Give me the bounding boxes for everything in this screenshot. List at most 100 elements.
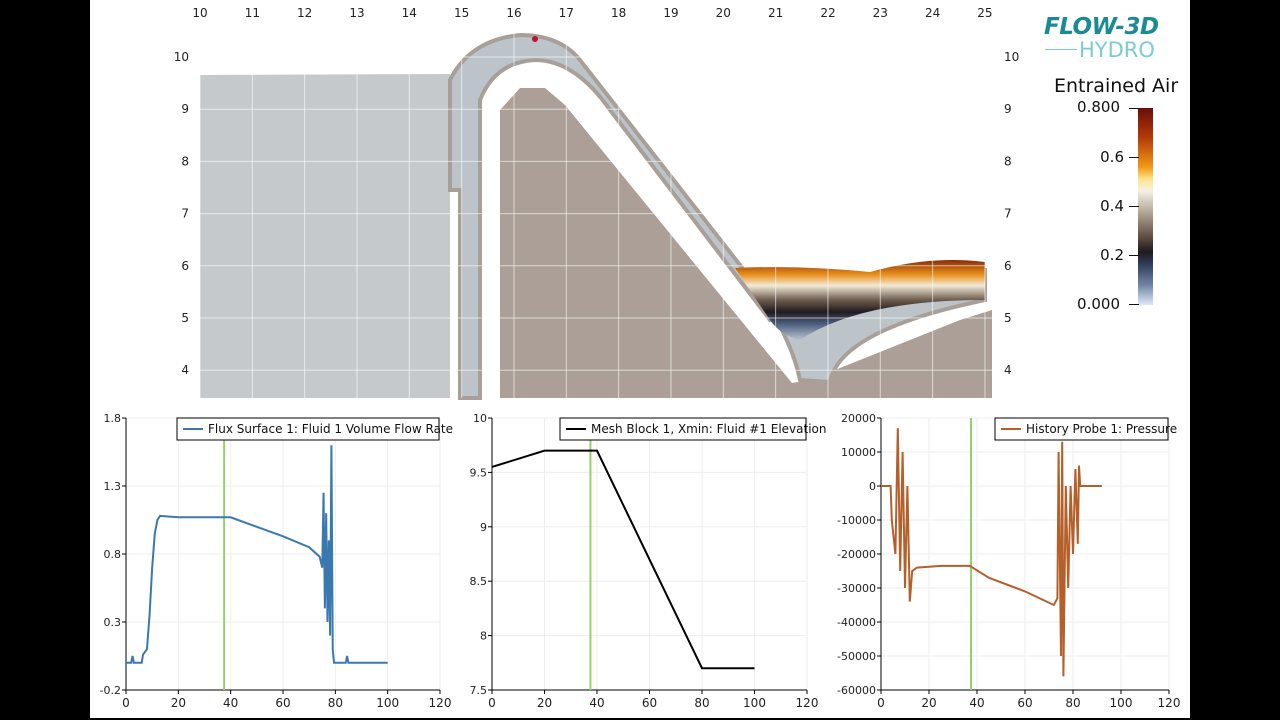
series-line <box>491 449 755 670</box>
y-tick-label: -10000 <box>837 514 876 527</box>
chart-1: 0 20 40 60 80 100 120 -0.2 0.3 0.8 1.3 1.8 Flux Surf… <box>100 412 453 710</box>
chart-3: 0 20 40 60 80 100 120 -60000 -50000 -40000 -30000 -… <box>837 412 1180 710</box>
x-tick-label: 20 <box>171 696 186 710</box>
x-tick-label: 18 <box>611 6 626 20</box>
x-tick-label: 19 <box>663 6 678 20</box>
y-tick-label-right: 7 <box>1004 207 1012 221</box>
simulation-view: 10 11 12 13 14 15 16 17 18 19 20 21 22 23 24 25 10 10 9 9 8 8… <box>174 6 1019 400</box>
plunge-pool-aerated <box>735 259 985 340</box>
series-line <box>126 445 388 664</box>
colorbar-label-0.2: 0.2 <box>1100 246 1124 264</box>
x-tick-label: 0 <box>877 696 885 710</box>
legend-label: History Probe 1: Pressure <box>1026 422 1177 436</box>
x-tick-label: 22 <box>820 6 835 20</box>
x-tick-label: 40 <box>969 696 984 710</box>
logo-flow3d: FLOW-3D <box>1044 14 1159 40</box>
y-tick-label-left: 4 <box>181 363 189 377</box>
y-tick-label: 10 <box>473 412 487 425</box>
x-tick-label: 120 <box>1158 696 1181 710</box>
x-tick-label: 60 <box>275 696 290 710</box>
x-tick-label: 20 <box>716 6 731 20</box>
x-tick-label: 40 <box>589 696 604 710</box>
colorbar-tick <box>1129 108 1139 109</box>
x-tick-label: 25 <box>977 6 992 20</box>
y-tick-label-right: 10 <box>1004 50 1019 64</box>
y-tick-label-right: 9 <box>1004 102 1012 116</box>
y-tick-label: 20000 <box>841 412 876 425</box>
x-tick-label: 120 <box>796 696 819 710</box>
y-tick-label-right: 6 <box>1004 259 1012 273</box>
y-tick-label-left: 10 <box>174 50 189 64</box>
chart-2: 0 20 40 60 80 100 120 7.5 8 8.5 9 9.5 10 Mesh Block 1… <box>470 412 827 710</box>
y-tick-label: 10000 <box>841 446 876 459</box>
y-tick-label: -20000 <box>837 548 876 561</box>
y-tick-label: -40000 <box>837 616 876 629</box>
logo-hydro: HYDRO <box>1079 38 1155 62</box>
x-tick-label: 17 <box>559 6 574 20</box>
colorbar-tick <box>1129 255 1139 256</box>
y-tick-label: 1.3 <box>104 480 122 493</box>
x-tick-label: 13 <box>349 6 364 20</box>
y-tick-label: -30000 <box>837 582 876 595</box>
y-tick-label: -0.2 <box>100 684 121 697</box>
x-tick-label: 100 <box>376 696 399 710</box>
colorbar-tick <box>1129 206 1139 207</box>
y-tick-label: 9 <box>480 521 487 534</box>
legend-box <box>994 417 1169 441</box>
legend-label: Mesh Block 1, Xmin: Fluid #1 Elevation <box>591 422 827 436</box>
x-tick-label: 24 <box>925 6 940 20</box>
x-tick-label: 23 <box>873 6 888 20</box>
y-tick-label-left: 5 <box>181 311 189 325</box>
x-tick-label: 12 <box>297 6 312 20</box>
x-tick-label: 14 <box>402 6 417 20</box>
x-tick-label: 40 <box>223 696 238 710</box>
y-tick-label-left: 6 <box>181 259 189 273</box>
y-tick-label: -60000 <box>837 684 876 697</box>
colorbar-tick <box>1129 157 1139 158</box>
reservoir-water <box>200 74 450 398</box>
colorbar-gradient <box>1138 108 1153 305</box>
x-tick-label: 11 <box>245 6 260 20</box>
series-line <box>881 428 1102 677</box>
x-tick-label: 10 <box>192 6 207 20</box>
x-tick-label: 60 <box>642 696 657 710</box>
y-tick-label-right: 8 <box>1004 154 1012 168</box>
y-tick-label-left: 8 <box>181 154 189 168</box>
legend-box <box>559 417 807 441</box>
colorbar-label-min: 0.000 <box>1077 295 1120 313</box>
x-tick-label: 60 <box>1017 696 1032 710</box>
x-tick-label: 15 <box>454 6 469 20</box>
x-tick-label: 80 <box>1065 696 1080 710</box>
y-tick-label-right: 5 <box>1004 311 1012 325</box>
legend-box <box>176 417 440 441</box>
y-tick-label: 8 <box>480 630 487 643</box>
y-tick-label: -50000 <box>837 650 876 663</box>
x-tick-label: 80 <box>694 696 709 710</box>
x-tick-label: 0 <box>488 696 496 710</box>
y-tick-label-right: 4 <box>1004 363 1012 377</box>
x-tick-label: 120 <box>429 696 452 710</box>
x-tick-label: 21 <box>768 6 783 20</box>
simulation-scene <box>199 28 992 400</box>
colorbar-label-max: 0.800 <box>1077 98 1120 116</box>
y-tick-label-left: 9 <box>181 102 189 116</box>
x-tick-label: 0 <box>122 696 130 710</box>
legend-label: Flux Surface 1: Fluid 1 Volume Flow Rate <box>208 422 453 436</box>
y-tick-label: 0.3 <box>104 616 122 629</box>
x-tick-label: 100 <box>743 696 766 710</box>
y-tick-label: 9.5 <box>470 466 488 479</box>
colorbar-title: Entrained Air <box>1054 75 1179 97</box>
x-tick-label: 20 <box>537 696 552 710</box>
y-tick-label-left: 7 <box>181 207 189 221</box>
colorbar-tick <box>1129 304 1139 305</box>
y-tick-label: 7.5 <box>470 684 488 697</box>
x-tick-label: 20 <box>921 696 936 710</box>
colorbar-label-0.6: 0.6 <box>1100 148 1124 166</box>
x-tick-label: 100 <box>1110 696 1133 710</box>
y-tick-label: 8.5 <box>470 575 488 588</box>
y-tick-label: 0 <box>869 480 876 493</box>
x-tick-label: 80 <box>328 696 343 710</box>
dam-body <box>500 88 992 398</box>
history-probe-marker <box>532 36 538 42</box>
